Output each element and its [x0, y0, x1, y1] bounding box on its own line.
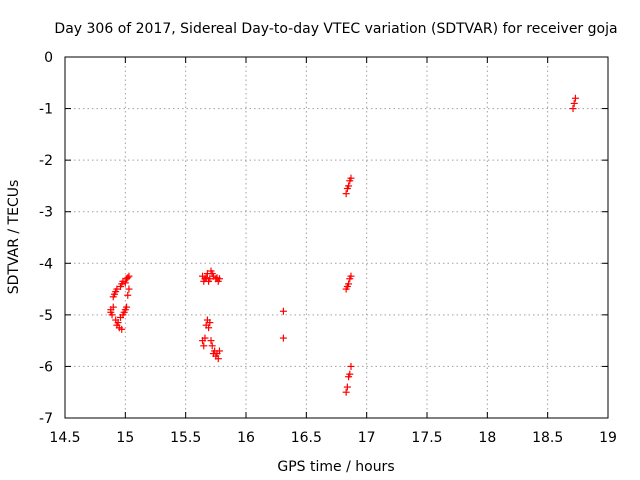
- data-point: [347, 174, 355, 182]
- x-tick-label: 14.5: [49, 430, 80, 446]
- x-tick-label: 15: [116, 430, 134, 446]
- y-tick-label: -1: [39, 102, 53, 118]
- y-tick-label: -4: [39, 256, 53, 272]
- y-tick-label: -6: [39, 359, 53, 375]
- y-tick-label: -2: [39, 153, 53, 169]
- data-point: [208, 342, 216, 350]
- x-tick-label: 16: [237, 430, 255, 446]
- data-point: [206, 275, 214, 283]
- data-point: [108, 311, 116, 319]
- y-tick-label: -7: [39, 411, 53, 427]
- data-point: [279, 307, 287, 315]
- x-tick-label: 19: [599, 430, 617, 446]
- y-tick-label: 0: [44, 50, 53, 66]
- data-point: [124, 291, 132, 299]
- y-axis-label: SDTVAR / TECUs: [6, 180, 22, 295]
- data-point: [571, 94, 579, 102]
- chart-title: Day 306 of 2017, Sidereal Day-to-day VTE…: [54, 21, 617, 37]
- data-point: [125, 285, 133, 293]
- grid: [65, 57, 608, 418]
- plot-frame: [64, 56, 609, 419]
- data-point: [570, 99, 578, 107]
- data-point: [125, 272, 133, 280]
- x-tick-label: 16.5: [291, 430, 322, 446]
- x-tick-label: 17: [358, 430, 376, 446]
- data-point: [201, 334, 209, 342]
- data-point: [279, 334, 287, 342]
- data-point: [346, 370, 354, 378]
- x-tick-label: 18.5: [532, 430, 563, 446]
- data-point: [205, 324, 213, 332]
- x-tick-label: 17.5: [411, 430, 442, 446]
- data-point: [343, 383, 351, 391]
- data-point: [109, 303, 117, 311]
- data-point: [202, 274, 210, 282]
- data-point: [200, 342, 208, 350]
- data-point: [124, 274, 132, 282]
- data-point: [345, 182, 353, 190]
- data-point: [113, 285, 121, 293]
- data-point: [215, 275, 223, 283]
- x-axis-label: GPS time / hours: [277, 459, 394, 475]
- data-point: [206, 319, 214, 327]
- data-point: [215, 347, 223, 355]
- data-point: [342, 190, 350, 198]
- data-point: [569, 105, 577, 113]
- data-point: [342, 388, 350, 396]
- axis-ticks: 14.5 15 15.5 16 16.5 17 17.5 18 18.5 19 0 -1 -2 -3 -4 -…: [39, 50, 617, 446]
- y-tick-label: -3: [39, 205, 53, 221]
- data-point: [207, 337, 215, 345]
- x-tick-label: 18: [478, 430, 496, 446]
- data-point: [121, 279, 129, 287]
- data-point: [118, 325, 126, 333]
- data-point: [347, 272, 355, 280]
- data-point: [345, 280, 353, 288]
- data-point: [123, 303, 131, 311]
- x-tick-label: 15.5: [170, 430, 201, 446]
- data-point: [114, 319, 122, 327]
- data-point: [347, 362, 355, 370]
- data-point: [214, 355, 222, 363]
- data-series: [107, 94, 579, 396]
- y-tick-label: -5: [39, 308, 53, 324]
